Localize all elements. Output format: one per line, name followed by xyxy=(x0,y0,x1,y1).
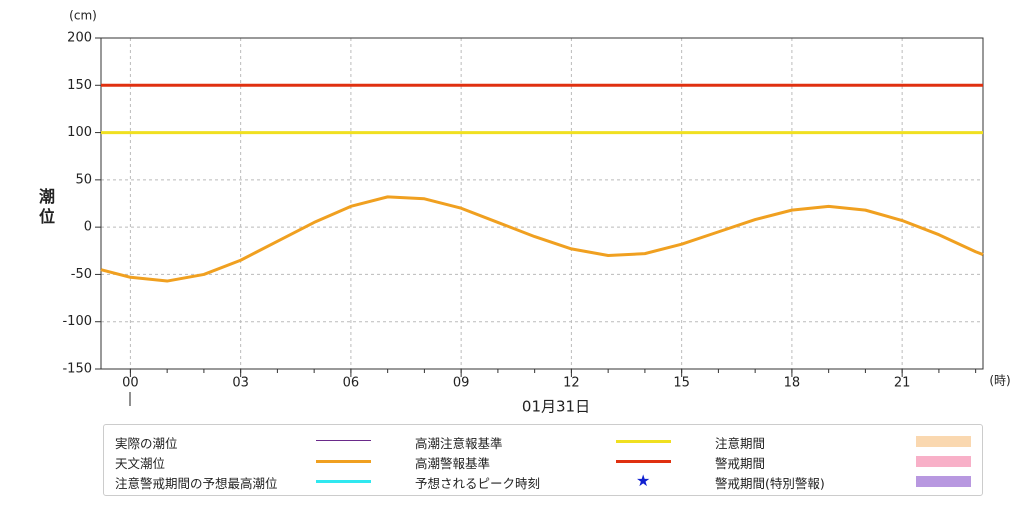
legend-swatch xyxy=(616,460,671,463)
y-tick-label: 200 xyxy=(67,31,92,46)
legend-label: 実際の潮位 xyxy=(115,436,178,451)
legend-swatch xyxy=(316,440,371,441)
x-tick-label: 12 xyxy=(563,376,580,391)
plot-frame xyxy=(100,37,984,370)
date-label: 01月31日 xyxy=(522,398,590,416)
y-tick-label: -100 xyxy=(62,314,92,329)
y-tick-label: 0 xyxy=(84,220,92,235)
legend-swatch xyxy=(916,436,971,447)
y-tick-label: 50 xyxy=(75,172,92,187)
legend: 実際の潮位天文潮位注意警戒期間の予想最高潮位 高潮注意報基準 高潮警報基準予想される… xyxy=(103,424,983,496)
y-tick-label: 100 xyxy=(67,125,92,140)
x-tick-label: 09 xyxy=(453,376,470,391)
legend-label: 高潮警報基準 xyxy=(415,456,491,471)
legend-label: 警戒期間(特別警報) xyxy=(715,476,825,491)
legend-swatch xyxy=(316,460,371,463)
y-axis-title: 潮位 xyxy=(39,187,55,226)
x-tick-label: 00 xyxy=(122,376,139,391)
tide-line xyxy=(100,195,984,283)
y-tick-label: 150 xyxy=(67,78,92,93)
legend-swatch: ★ xyxy=(636,471,651,490)
legend-swatch xyxy=(616,440,671,443)
x-tick-label: 06 xyxy=(343,376,360,391)
legend-label: 天文潮位 xyxy=(115,456,166,471)
y-tick-label: -50 xyxy=(71,267,92,282)
x-tick-label: 18 xyxy=(784,376,801,391)
x-tick-label: 21 xyxy=(894,376,911,391)
legend-label: 高潮注意報基準 xyxy=(415,436,503,451)
legend-label: 注意期間 xyxy=(715,436,766,451)
legend-label: 注意警戒期間の予想最高潮位 xyxy=(115,476,278,491)
legend-swatch xyxy=(916,456,971,467)
chart: (cm) (時) 01月31日 潮位 -150 -100 -50 0 50 100 150 20… xyxy=(39,9,1011,416)
x-tick-label: 03 xyxy=(232,376,249,391)
legend-swatch xyxy=(916,476,971,487)
y-unit: (cm) xyxy=(69,9,97,23)
x-tick-label: 15 xyxy=(673,376,690,391)
x-unit: (時) xyxy=(989,374,1010,388)
legend-label: 予想されるピーク時刻 xyxy=(415,476,541,491)
legend-swatch xyxy=(316,480,371,483)
y-tick-label: -150 xyxy=(62,362,92,377)
legend-label: 警戒期間 xyxy=(715,456,766,471)
